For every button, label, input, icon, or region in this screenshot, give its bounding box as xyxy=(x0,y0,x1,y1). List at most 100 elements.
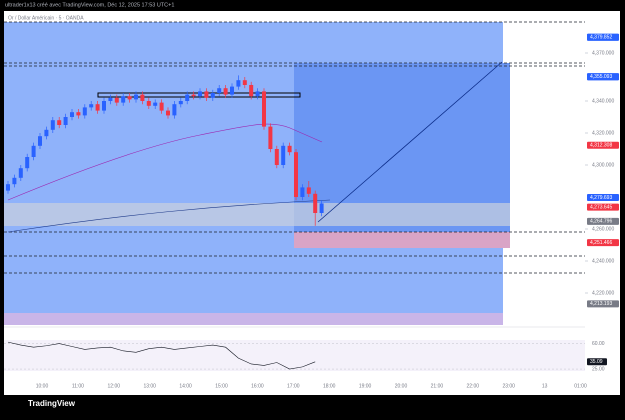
levels xyxy=(4,21,585,274)
time-label: 22:00 xyxy=(467,383,480,389)
y-tick-label: 4,240.000 xyxy=(592,258,614,264)
candle-body xyxy=(294,152,298,197)
candle-body xyxy=(287,145,292,153)
candle-body xyxy=(18,168,23,178)
candle-body xyxy=(121,96,126,103)
time-label: 13 xyxy=(542,383,548,389)
price-tag xyxy=(587,217,619,225)
time-label: 13:00 xyxy=(143,383,156,389)
time-label: 12:00 xyxy=(108,383,121,389)
price-tag-label: 4,355.093 xyxy=(590,74,612,80)
moving-average xyxy=(7,123,323,201)
candle-body xyxy=(76,112,81,116)
candle-body xyxy=(178,101,183,105)
candle-body xyxy=(319,203,324,213)
caption: ultrader1x13 créé avec TradingView.com, … xyxy=(5,2,174,8)
candle-body xyxy=(249,85,254,97)
candle-body xyxy=(210,93,215,98)
candle-body xyxy=(63,117,68,125)
candle-body xyxy=(50,120,55,130)
candle-body xyxy=(230,86,234,95)
time-label: 23:00 xyxy=(502,383,515,389)
price-tag xyxy=(587,73,619,81)
candle-body xyxy=(166,110,170,116)
candle-body xyxy=(89,104,94,108)
candle-body xyxy=(108,97,113,101)
rsi-tag xyxy=(587,358,607,366)
candle-body xyxy=(274,149,279,165)
range-band xyxy=(4,203,510,226)
time-label: 18:00 xyxy=(323,383,336,389)
rsi-tick-label: 60.00 xyxy=(592,341,605,347)
time-label: 20:00 xyxy=(395,383,408,389)
candle-body xyxy=(38,136,42,146)
price-tag-label: 4,264.796 xyxy=(590,219,612,225)
symbol: Or / Dollar Américain · 5 · OANDA xyxy=(8,15,84,21)
y-tick-label: 4,220.000 xyxy=(592,290,614,296)
rsi-tag-label: 35.09 xyxy=(590,359,603,365)
y-tick-label: 4,320.000 xyxy=(592,130,614,136)
candle-body xyxy=(281,145,286,165)
price-tag xyxy=(587,203,619,211)
candle-body xyxy=(185,94,190,101)
candle-body xyxy=(242,80,247,85)
price-tag xyxy=(587,300,619,308)
price-tag-label: 4,279.693 xyxy=(590,195,612,201)
price-tag-label: 4,273.645 xyxy=(590,204,612,210)
candle-body xyxy=(134,94,138,100)
price-tag-label: 4,379.852 xyxy=(590,35,612,41)
lower-zone xyxy=(4,313,503,325)
price-tag-label: 4,312.308 xyxy=(590,143,612,149)
candle-body xyxy=(114,97,119,103)
price-tag xyxy=(587,193,619,201)
y-tick-label: 4,370.000 xyxy=(592,50,614,56)
time-label: 21:00 xyxy=(431,383,444,389)
candle-body xyxy=(146,101,151,106)
candle-body xyxy=(313,193,318,213)
time-label: 10:00 xyxy=(36,383,49,389)
candle-body xyxy=(268,126,273,149)
time-label: 14:00 xyxy=(179,383,192,389)
rsi-band xyxy=(4,340,585,371)
candle-body xyxy=(262,91,266,127)
price-tag xyxy=(587,141,619,149)
candle-body xyxy=(255,91,260,97)
candle-body xyxy=(140,94,145,101)
candle-body xyxy=(191,94,196,97)
stop-zone xyxy=(294,232,510,248)
y-tick-label: 4,300.000 xyxy=(592,162,614,168)
candle-body xyxy=(204,91,209,98)
candle-body xyxy=(217,88,222,93)
candle-body xyxy=(57,120,62,125)
candle-body xyxy=(306,187,311,194)
candle-body xyxy=(31,145,36,157)
price-tag xyxy=(587,239,619,247)
time-label: 19:00 xyxy=(359,383,372,389)
moving-average-slow xyxy=(7,199,331,233)
time-label: 01:00 xyxy=(574,383,587,389)
candle-body xyxy=(95,104,100,111)
y-tick-label: 4,340.000 xyxy=(592,98,614,104)
price-tag-label: 4,251.466 xyxy=(590,240,612,246)
time-label: 17:00 xyxy=(287,383,300,389)
candle-body xyxy=(172,104,177,116)
y-tick-label: 4,260.000 xyxy=(592,226,614,232)
logo: TradingView xyxy=(28,399,76,408)
time-label: 11:00 xyxy=(72,383,84,389)
candle-body xyxy=(153,102,158,106)
candle-body xyxy=(70,112,74,117)
candle-body xyxy=(127,96,132,100)
candle-body xyxy=(300,187,305,197)
candle-body xyxy=(236,80,241,87)
candle-body xyxy=(6,184,10,191)
rsi-line xyxy=(7,341,316,370)
time-label: 15:00 xyxy=(215,383,228,389)
candle-body xyxy=(159,102,164,111)
price-tag xyxy=(587,33,619,41)
rsi-tick-label: 25.00 xyxy=(592,366,605,372)
candle-body xyxy=(12,177,17,185)
candle-body xyxy=(223,88,228,95)
candle-body xyxy=(82,107,87,116)
